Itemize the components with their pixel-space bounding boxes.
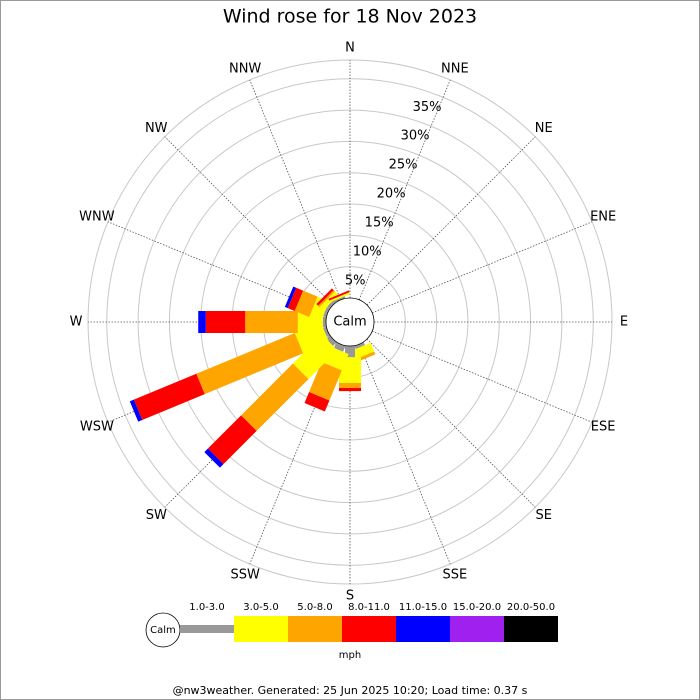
rose-segment	[129, 399, 143, 422]
direction-label: E	[620, 315, 628, 330]
rose-segment	[319, 291, 339, 311]
direction-label: ESE	[591, 419, 616, 434]
rose-segment	[339, 387, 361, 392]
r-tick-label: 10%	[353, 244, 382, 259]
legend-label: 8.0-11.0	[348, 602, 390, 613]
rose-segment	[345, 346, 355, 358]
rose-segment	[304, 392, 330, 412]
legend-label: 20.0-50.0	[507, 602, 555, 613]
direction-label: WSW	[80, 419, 114, 434]
legend-label: 3.0-5.0	[243, 602, 278, 613]
direction-label: SSE	[442, 568, 467, 583]
direction-label: WNW	[79, 210, 115, 225]
legend-swatch	[450, 616, 504, 642]
rose-segment	[287, 287, 304, 311]
direction-label: NW	[145, 121, 168, 136]
direction-spoke	[249, 79, 342, 300]
direction-label: NNW	[229, 61, 261, 76]
legend-label: 15.0-20.0	[453, 602, 501, 613]
legend-label: 5.0-8.0	[297, 602, 332, 613]
rose-segment	[329, 292, 351, 303]
direction-label: SW	[146, 508, 167, 523]
calm-label: Calm	[333, 315, 366, 330]
rose-segment	[292, 334, 338, 380]
legend-swatch	[396, 616, 450, 642]
legend-swatch	[180, 625, 234, 633]
rose-segment	[245, 311, 298, 333]
calm-circle	[325, 297, 375, 347]
direction-label: NNE	[441, 61, 469, 76]
rose-segment	[333, 342, 346, 352]
r-tick-label: 15%	[365, 216, 394, 231]
rose-segment	[339, 382, 361, 388]
rose-segment	[318, 290, 336, 308]
legend-label: 11.0-15.0	[399, 602, 447, 613]
direction-label: ENE	[590, 210, 616, 225]
rose-segment	[325, 335, 337, 347]
rose-segment	[327, 299, 337, 309]
direction-spoke	[358, 344, 451, 565]
grid-ring	[137, 109, 563, 535]
direction-spoke	[372, 330, 593, 423]
rose-segment	[322, 317, 326, 327]
rose-segment	[328, 290, 350, 301]
legend-swatch	[342, 616, 396, 642]
direction-spoke	[372, 221, 593, 314]
direction-spoke	[366, 338, 536, 508]
direction-label: SE	[536, 508, 552, 523]
rose-segment	[205, 311, 246, 333]
legend-unit: mph	[339, 650, 361, 661]
direction-label: NE	[535, 121, 553, 136]
footer: @nw3weather. Generated: 25 Jun 2025 10:2…	[173, 684, 528, 697]
r-tick-label: 30%	[401, 129, 430, 144]
rose-segment	[350, 342, 375, 360]
legend-label: 1.0-3.0	[189, 602, 224, 613]
r-tick-label: 5%	[345, 273, 366, 288]
direction-label: SSW	[230, 568, 260, 583]
direction-spoke	[164, 136, 334, 306]
chart-title: Wind rose for 18 Nov 2023	[223, 6, 477, 28]
rose-segment	[207, 415, 257, 465]
direction-label: W	[70, 315, 83, 330]
r-tick-label: 35%	[413, 100, 442, 115]
rose-segment	[323, 306, 330, 318]
direction-spoke	[366, 136, 536, 306]
rose-segment	[294, 290, 318, 317]
direction-label: S	[346, 589, 354, 604]
r-tick-label: 20%	[377, 187, 406, 202]
legend-swatch	[234, 616, 288, 642]
direction-spoke	[358, 79, 451, 300]
rose-segment	[335, 296, 346, 302]
rose-segment	[196, 333, 304, 395]
rose-segment	[204, 448, 224, 468]
rose-segment	[133, 373, 205, 420]
rose-segment	[284, 286, 297, 309]
rose-segment	[354, 342, 366, 349]
legend-swatch	[288, 616, 342, 642]
rose-segment	[323, 326, 330, 338]
legend-calm-label: Calm	[150, 625, 176, 636]
rose-segment	[309, 361, 342, 401]
rose-segment	[316, 288, 334, 306]
rose-segment	[198, 311, 206, 333]
r-tick-label: 25%	[389, 158, 418, 173]
legend-swatch	[504, 616, 558, 642]
rose-segment	[241, 363, 309, 431]
direction-label: N	[345, 41, 355, 56]
